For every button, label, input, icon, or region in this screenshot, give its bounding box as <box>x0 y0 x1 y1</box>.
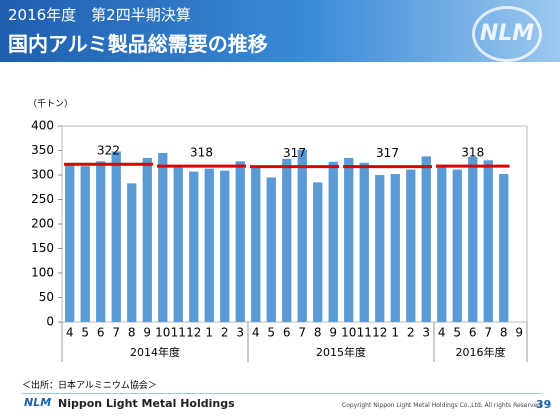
y-tick-label: 150 <box>31 241 54 255</box>
footer-logo: NLM <box>24 396 52 409</box>
bar <box>406 169 416 322</box>
fiscal-year-label: 2015年度 <box>316 345 366 359</box>
y-tick-label: 50 <box>39 290 54 304</box>
bar <box>421 156 431 322</box>
bar <box>483 160 493 322</box>
x-tick-label: 1 <box>391 326 399 340</box>
bar <box>189 171 199 322</box>
bar <box>266 177 276 322</box>
fiscal-year-label: 2014年度 <box>130 345 180 359</box>
bar <box>499 174 509 322</box>
x-tick-label: 10 <box>155 326 170 340</box>
copyright: Copyright Nippon Light Metal Holdings Co… <box>342 402 543 409</box>
x-tick-label: 3 <box>236 326 244 340</box>
y-tick-label: 300 <box>31 168 54 182</box>
bar <box>344 157 354 322</box>
x-tick-label: 4 <box>438 326 446 340</box>
x-tick-label: 9 <box>329 326 337 340</box>
x-tick-label: 8 <box>500 326 508 340</box>
x-tick-label: 11 <box>357 326 372 340</box>
bar <box>65 164 75 322</box>
x-tick-label: 5 <box>267 326 275 340</box>
x-tick-label: 3 <box>422 326 430 340</box>
x-tick-label: 6 <box>97 326 105 340</box>
x-tick-label: 4 <box>66 326 74 340</box>
bar <box>328 161 338 322</box>
bar <box>297 149 307 322</box>
bar <box>313 182 323 322</box>
bar <box>158 152 168 322</box>
subtitle: 2016年度 第2四半期決算 <box>8 6 191 24</box>
bar <box>173 167 183 322</box>
x-tick-label: 6 <box>283 326 291 340</box>
bar <box>452 169 462 322</box>
x-tick-label: 6 <box>469 326 477 340</box>
x-tick-label: 5 <box>453 326 461 340</box>
x-tick-label: 7 <box>112 326 120 340</box>
x-tick-label: 7 <box>298 326 306 340</box>
x-tick-label: 1 <box>205 326 213 340</box>
bar <box>96 161 106 322</box>
average-label: 317 <box>283 146 306 160</box>
average-label: 317 <box>376 146 399 160</box>
page-number: 39 <box>536 398 552 411</box>
bar <box>127 183 137 322</box>
x-tick-label: 7 <box>484 326 492 340</box>
bar <box>437 164 447 322</box>
x-tick-label: 4 <box>252 326 260 340</box>
y-tick-label: 200 <box>31 217 54 231</box>
bar <box>111 151 121 322</box>
y-tick-label: 350 <box>31 143 54 157</box>
bar <box>142 157 152 322</box>
x-tick-label: 2 <box>221 326 229 340</box>
bar <box>359 162 369 322</box>
x-tick-label: 5 <box>81 326 89 340</box>
bar <box>390 174 400 322</box>
bar <box>375 175 385 322</box>
y-tick-label: 0 <box>46 315 54 329</box>
x-tick-label: 12 <box>372 326 387 340</box>
y-tick-label: 100 <box>31 266 54 280</box>
bar <box>220 170 230 322</box>
bar <box>251 165 261 322</box>
bar <box>235 161 245 322</box>
fiscal-year-label: 2016年度 <box>456 345 506 359</box>
average-label: 318 <box>190 146 213 160</box>
source: ＜出所：日本アルミニウム協会＞ <box>22 381 157 391</box>
x-tick-label: 9 <box>143 326 151 340</box>
y-tick-label: 250 <box>31 192 54 206</box>
logo: NLM <box>472 6 542 62</box>
y-tick-label: 400 <box>31 119 54 133</box>
average-label: 318 <box>461 146 484 160</box>
x-tick-label: 8 <box>314 326 322 340</box>
header-banner: 2016年度 第2四半期決算 国内アルミ製品総需要の推移 NLM <box>0 0 560 62</box>
footer-rule <box>22 393 542 394</box>
x-tick-label: 10 <box>341 326 356 340</box>
y-axis-label: （千トン） <box>28 99 73 110</box>
x-tick-label: 12 <box>186 326 201 340</box>
bar <box>80 166 90 322</box>
title: 国内アルミ製品総需要の推移 <box>8 32 268 56</box>
x-tick-label: 11 <box>171 326 186 340</box>
company: Nippon Light Metal Holdings <box>58 397 235 410</box>
bar <box>204 168 214 322</box>
average-label: 322 <box>97 144 120 158</box>
bar <box>282 158 292 322</box>
x-tick-label: 9 <box>515 326 523 340</box>
bar <box>468 156 478 322</box>
x-tick-label: 2 <box>407 326 415 340</box>
x-tick-label: 8 <box>128 326 136 340</box>
